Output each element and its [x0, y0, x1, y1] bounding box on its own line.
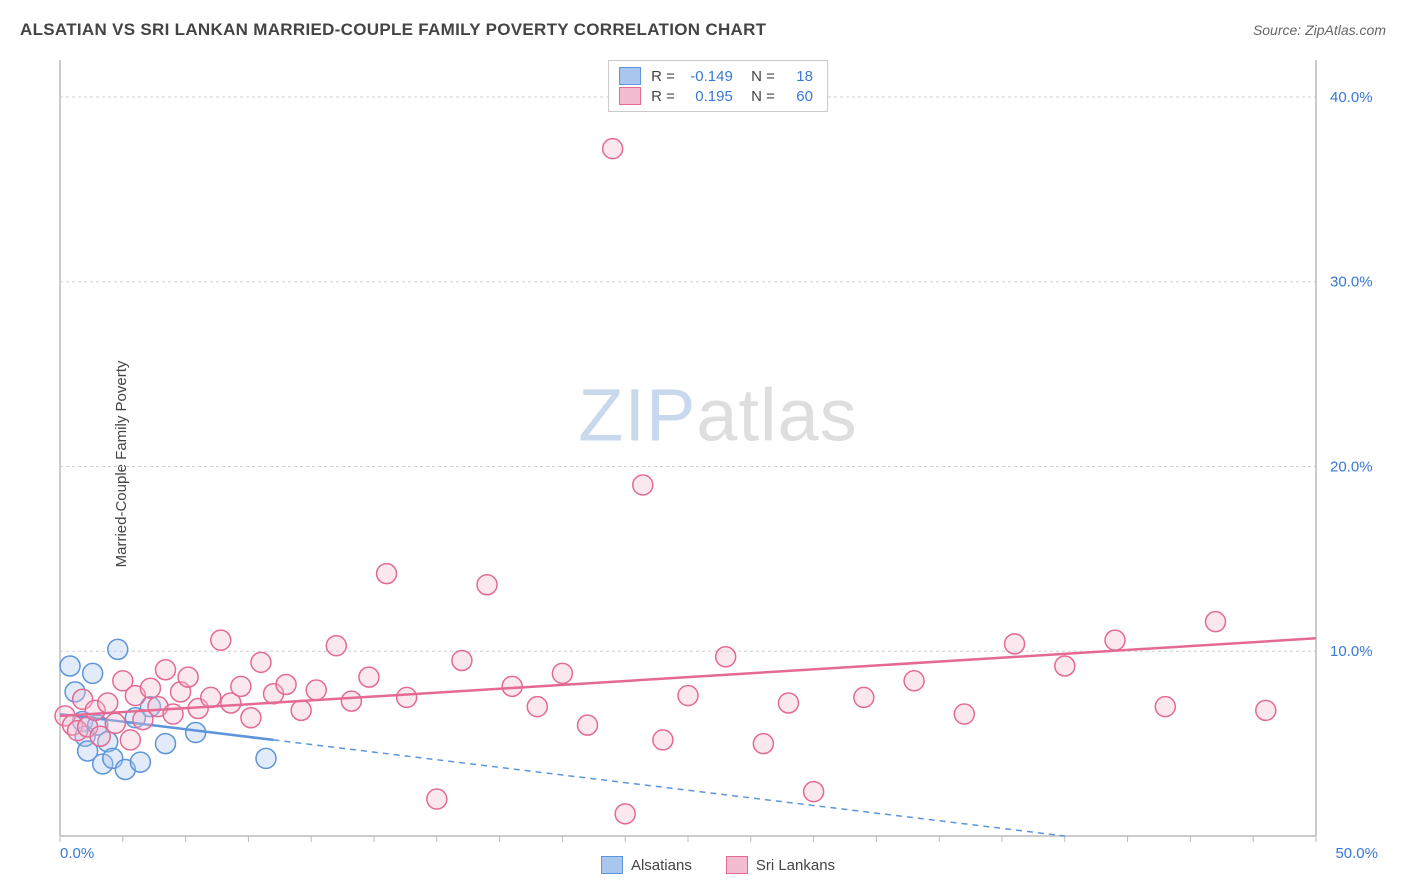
data-point	[291, 700, 311, 720]
data-point	[1155, 697, 1175, 717]
stat-r-label: R =	[651, 68, 675, 85]
data-point	[98, 693, 118, 713]
data-point	[633, 475, 653, 495]
data-point	[397, 687, 417, 707]
data-point	[105, 713, 125, 733]
data-point	[241, 708, 261, 728]
data-point	[178, 667, 198, 687]
data-point	[427, 789, 447, 809]
data-point	[1206, 612, 1226, 632]
data-point	[753, 734, 773, 754]
data-point	[377, 564, 397, 584]
data-point	[678, 686, 698, 706]
y-tick-label: 30.0%	[1330, 274, 1373, 291]
data-point	[130, 752, 150, 772]
data-point	[120, 730, 140, 750]
legend-label: Alsatians	[631, 857, 692, 874]
data-point	[256, 748, 276, 768]
stat-r-label: R =	[651, 88, 675, 105]
data-point	[140, 678, 160, 698]
data-point	[653, 730, 673, 750]
data-point	[1256, 700, 1276, 720]
data-point	[276, 674, 296, 694]
data-point	[251, 652, 271, 672]
data-point	[60, 656, 80, 676]
y-tick-label: 40.0%	[1330, 89, 1373, 106]
legend-item: Sri Lankans	[726, 856, 835, 874]
data-point	[163, 704, 183, 724]
data-point	[326, 636, 346, 656]
data-point	[603, 139, 623, 159]
data-point	[716, 647, 736, 667]
data-point	[1005, 634, 1025, 654]
data-point	[904, 671, 924, 691]
stat-r-value: -0.149	[685, 68, 733, 85]
stats-legend-box: R = -0.149 N = 18 R = 0.195 N = 60	[608, 60, 828, 112]
data-point	[1055, 656, 1075, 676]
data-point	[615, 804, 635, 824]
chart-area: Married-Couple Family Poverty ZIPatlas 1…	[50, 56, 1386, 872]
data-point	[452, 650, 472, 670]
stat-n-label: N =	[743, 88, 775, 105]
stat-n-value: 18	[785, 68, 813, 85]
data-point	[1105, 630, 1125, 650]
legend-swatch	[619, 67, 641, 85]
data-point	[854, 687, 874, 707]
data-point	[359, 667, 379, 687]
data-point	[778, 693, 798, 713]
source-label: Source: ZipAtlas.com	[1253, 22, 1386, 38]
stat-n-label: N =	[743, 68, 775, 85]
data-point	[954, 704, 974, 724]
legend-swatch	[726, 856, 748, 874]
data-point	[477, 575, 497, 595]
stats-row: R = -0.149 N = 18	[619, 67, 813, 85]
data-point	[341, 691, 361, 711]
chart-header: ALSATIAN VS SRI LANKAN MARRIED-COUPLE FA…	[20, 20, 1386, 40]
data-point	[108, 639, 128, 659]
data-point	[211, 630, 231, 650]
series-legend: Alsatians Sri Lankans	[50, 856, 1386, 874]
data-point	[156, 734, 176, 754]
legend-swatch	[619, 87, 641, 105]
stats-row: R = 0.195 N = 60	[619, 87, 813, 105]
stat-r-value: 0.195	[685, 88, 733, 105]
source-name: ZipAtlas.com	[1305, 22, 1386, 38]
y-tick-label: 20.0%	[1330, 458, 1373, 475]
trend-line-extrapolated	[274, 740, 1065, 836]
chart-title: ALSATIAN VS SRI LANKAN MARRIED-COUPLE FA…	[20, 20, 766, 40]
data-point	[804, 782, 824, 802]
data-point	[552, 663, 572, 683]
y-tick-label: 10.0%	[1330, 643, 1373, 660]
scatter-plot: 10.0%20.0%30.0%40.0%0.0%50.0%	[50, 56, 1386, 872]
data-point	[201, 687, 221, 707]
data-point	[306, 680, 326, 700]
stat-n-value: 60	[785, 88, 813, 105]
legend-swatch	[601, 856, 623, 874]
legend-item: Alsatians	[601, 856, 692, 874]
data-point	[156, 660, 176, 680]
data-point	[527, 697, 547, 717]
source-prefix: Source:	[1253, 22, 1305, 38]
data-point	[231, 676, 251, 696]
data-point	[83, 663, 103, 683]
data-point	[578, 715, 598, 735]
legend-label: Sri Lankans	[756, 857, 835, 874]
